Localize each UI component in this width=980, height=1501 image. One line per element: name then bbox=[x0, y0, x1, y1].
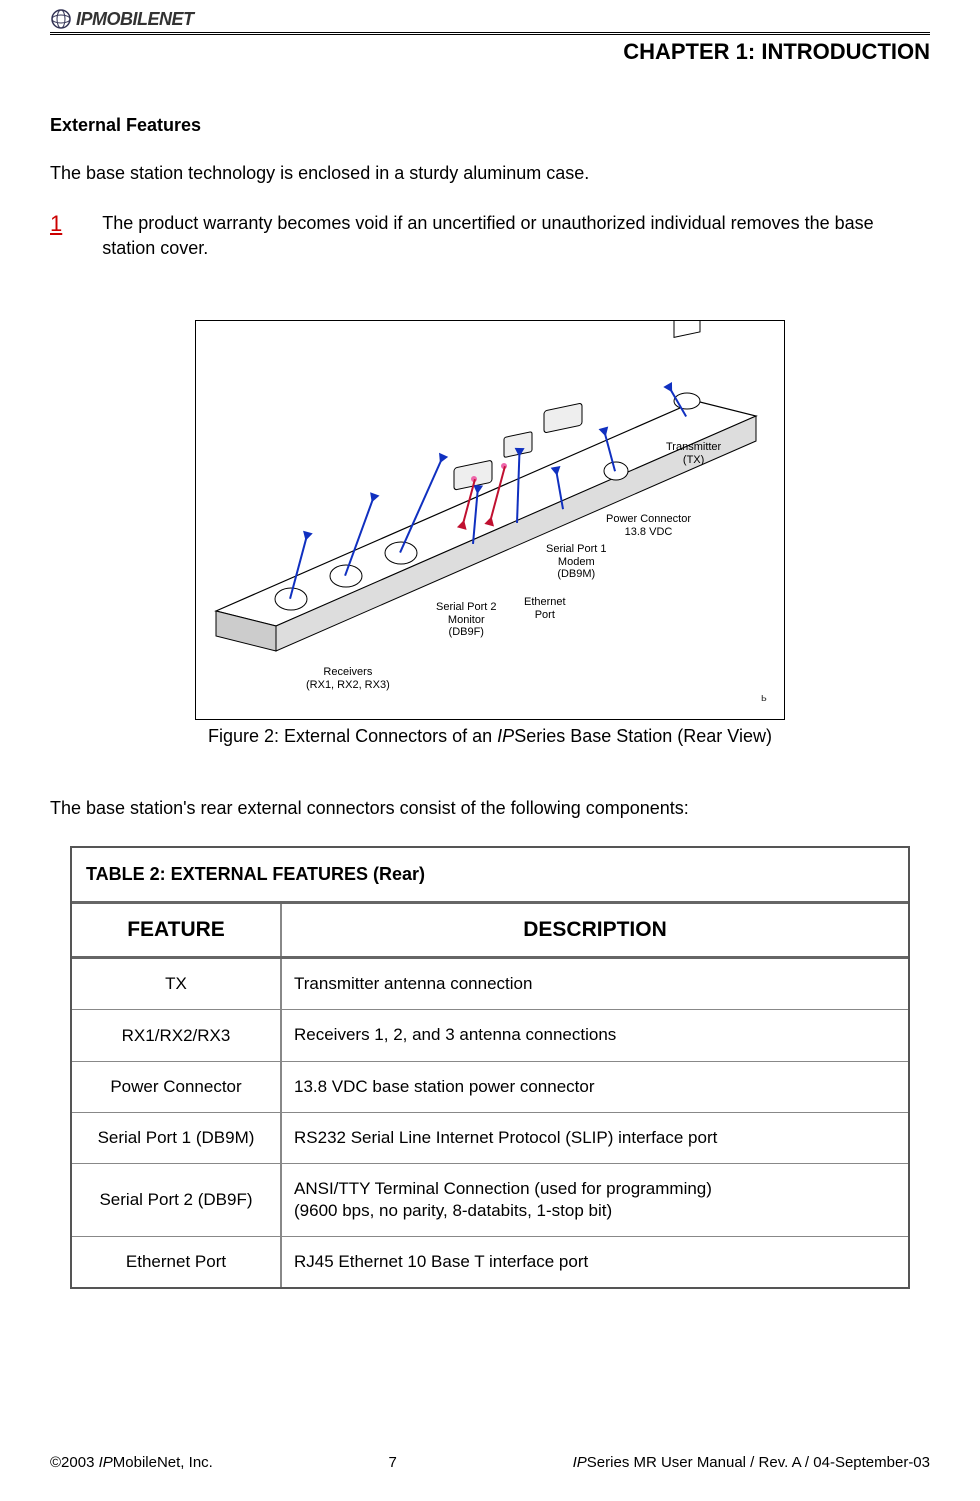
footer-right-italic: IP bbox=[573, 1454, 587, 1471]
table-row: Serial Port 1 (DB9M)RS232 Serial Line In… bbox=[72, 1113, 908, 1164]
intro-text: The base station technology is enclosed … bbox=[50, 162, 930, 185]
figure-caption-prefix: Figure 2: External Connectors of an bbox=[208, 726, 497, 746]
table-body: TXTransmitter antenna connectionRX1/RX2/… bbox=[72, 959, 908, 1287]
footer-left-prefix: ©2003 bbox=[50, 1454, 99, 1471]
figure: ь Receivers (RX1, RX2, RX3) Serial Port … bbox=[50, 320, 930, 747]
footer-left: ©2003 IPMobileNet, Inc. bbox=[50, 1454, 213, 1471]
cell-description: Transmitter antenna connection bbox=[282, 959, 908, 1009]
cell-description: RJ45 Ethernet 10 Base T interface port bbox=[282, 1237, 908, 1287]
logo: IPMOBILENET bbox=[50, 8, 194, 30]
post-figure-text: The base station's rear external connect… bbox=[50, 797, 930, 820]
cell-feature: Power Connector bbox=[72, 1062, 282, 1112]
label-serial2: Serial Port 2 Monitor (DB9F) bbox=[436, 601, 497, 639]
footer-right: IPSeries MR User Manual / Rev. A / 04-Se… bbox=[573, 1454, 930, 1471]
cell-feature: RX1/RX2/RX3 bbox=[72, 1010, 282, 1060]
globe-icon bbox=[50, 8, 72, 30]
label-tx: Transmitter (TX) bbox=[666, 441, 721, 466]
table-row: TXTransmitter antenna connection bbox=[72, 959, 908, 1010]
logo-text: IPMOBILENET bbox=[76, 9, 194, 30]
cell-feature: Ethernet Port bbox=[72, 1237, 282, 1287]
footer-page-number: 7 bbox=[389, 1454, 397, 1471]
chapter-title: CHAPTER 1: INTRODUCTION bbox=[50, 39, 930, 65]
footer-left-suffix: MobileNet, Inc. bbox=[113, 1454, 213, 1471]
table-row: Power Connector13.8 VDC base station pow… bbox=[72, 1062, 908, 1113]
header-divider bbox=[50, 32, 930, 35]
figure-caption: Figure 2: External Connectors of an IPSe… bbox=[208, 726, 772, 747]
label-power: Power Connector 13.8 VDC bbox=[606, 513, 691, 538]
warning-number: 1 bbox=[50, 211, 62, 260]
table: TABLE 2: EXTERNAL FEATURES (Rear) FEATUR… bbox=[70, 846, 910, 1289]
cell-feature: Serial Port 2 (DB9F) bbox=[72, 1164, 282, 1236]
page-header: IPMOBILENET bbox=[50, 0, 930, 30]
table-title: TABLE 2: EXTERNAL FEATURES (Rear) bbox=[72, 848, 908, 904]
cell-description: RS232 Serial Line Internet Protocol (SLI… bbox=[282, 1113, 908, 1163]
label-ethernet: Ethernet Port bbox=[524, 596, 566, 621]
figure-diagram: ь Receivers (RX1, RX2, RX3) Serial Port … bbox=[195, 320, 785, 720]
label-receivers: Receivers (RX1, RX2, RX3) bbox=[306, 666, 390, 691]
cell-description: Receivers 1, 2, and 3 antenna connection… bbox=[282, 1010, 908, 1060]
cell-description: ANSI/TTY Terminal Connection (used for p… bbox=[282, 1164, 908, 1236]
footer-left-italic: IP bbox=[99, 1454, 113, 1471]
table-column-headers: FEATURE DESCRIPTION bbox=[72, 904, 908, 959]
page-footer: ©2003 IPMobileNet, Inc. 7 IPSeries MR Us… bbox=[50, 1454, 930, 1471]
label-serial1: Serial Port 1 Modem (DB9M) bbox=[546, 543, 607, 581]
figure-caption-italic: IP bbox=[497, 726, 514, 746]
warning-row: 1 The product warranty becomes void if a… bbox=[50, 211, 930, 260]
footer-right-suffix: Series MR User Manual / Rev. A / 04-Sept… bbox=[587, 1454, 930, 1471]
figure-caption-suffix: Series Base Station (Rear View) bbox=[514, 726, 772, 746]
cell-description: 13.8 VDC base station power connector bbox=[282, 1062, 908, 1112]
warning-text: The product warranty becomes void if an … bbox=[102, 211, 930, 260]
table-row: RX1/RX2/RX3Receivers 1, 2, and 3 antenna… bbox=[72, 1010, 908, 1061]
cell-feature: TX bbox=[72, 959, 282, 1009]
col-header-feature: FEATURE bbox=[72, 904, 282, 956]
section-title: External Features bbox=[50, 115, 930, 136]
svg-text:ь: ь bbox=[761, 692, 767, 704]
col-header-description: DESCRIPTION bbox=[282, 904, 908, 956]
table-row: Ethernet PortRJ45 Ethernet 10 Base T int… bbox=[72, 1237, 908, 1287]
cell-feature: Serial Port 1 (DB9M) bbox=[72, 1113, 282, 1163]
table-row: Serial Port 2 (DB9F)ANSI/TTY Terminal Co… bbox=[72, 1164, 908, 1237]
